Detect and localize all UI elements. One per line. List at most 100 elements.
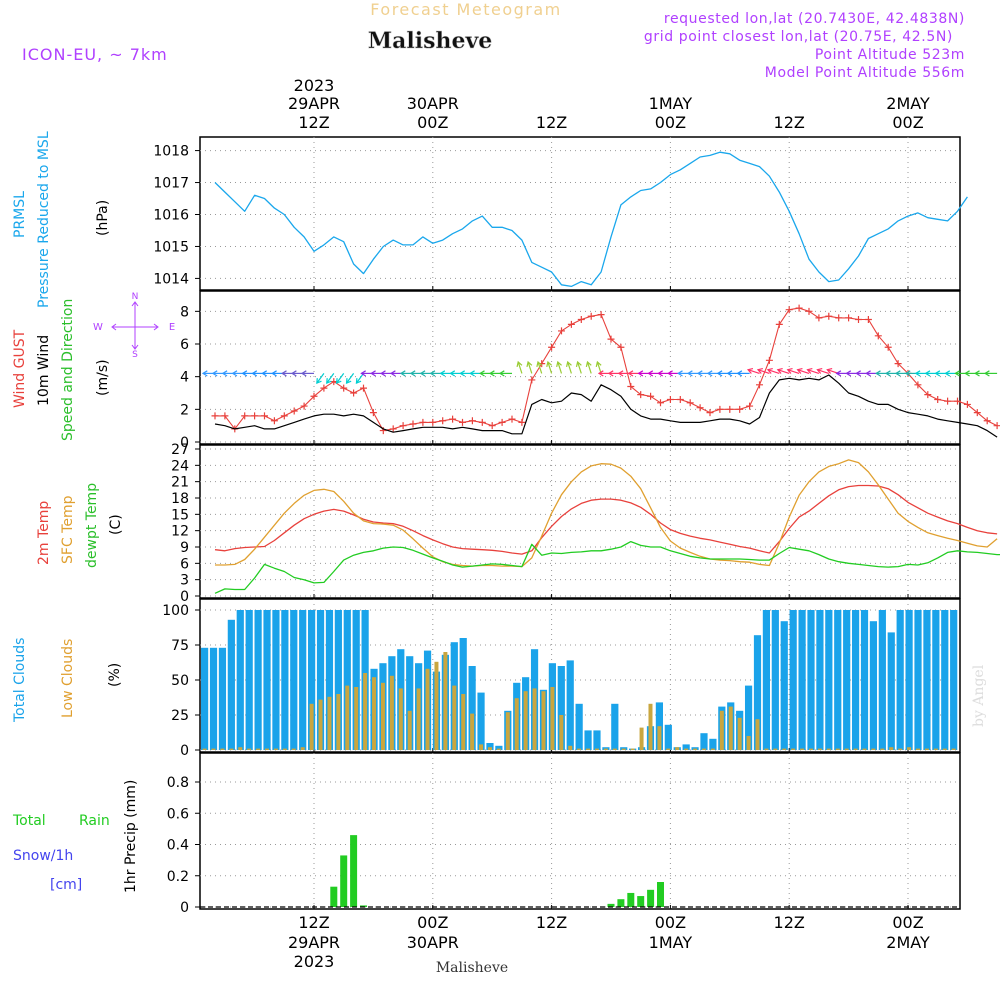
total-cloud-bar <box>343 610 351 750</box>
wind-arrow-head <box>335 378 342 385</box>
gust-marker <box>993 422 1000 430</box>
total-cloud-bar <box>486 743 494 750</box>
low-cloud-bar <box>755 719 760 750</box>
low-cloud-bar <box>345 685 350 750</box>
total-cloud-bar <box>950 610 958 750</box>
low-cloud-bar <box>916 748 921 750</box>
wind-arrow-head <box>595 360 602 367</box>
low-cloud-bar <box>550 687 555 750</box>
temp-unit: (C) <box>108 514 124 535</box>
low-cloud-bar <box>354 687 359 750</box>
wind-direction-arrow <box>527 361 533 374</box>
wind-direction-arrow <box>797 369 810 374</box>
low-cloud-bar <box>826 748 831 750</box>
total-cloud-bar <box>468 666 476 750</box>
total-cloud-bar <box>851 610 860 750</box>
wind-arrow-head <box>201 370 208 377</box>
location-title: Malisheve <box>368 28 492 54</box>
wind-arrow-head <box>546 360 553 367</box>
y-tick-label: 18 <box>171 491 189 507</box>
total-cloud-bar <box>807 610 815 750</box>
low-cloud-bar <box>817 748 822 750</box>
wind-arrow-head <box>536 360 543 367</box>
wind-arrow-head <box>290 370 297 377</box>
total-cloud-bar <box>816 610 824 750</box>
wind-direction-arrow <box>517 361 523 374</box>
total-cloud-bar <box>843 610 851 750</box>
low-cloud-bar <box>853 748 858 750</box>
low-cloud-bar <box>710 748 715 750</box>
low-cloud-bar <box>648 703 653 750</box>
gust-marker <box>657 399 664 407</box>
y-tick-label: 1014 <box>153 271 189 287</box>
gust-marker <box>468 417 476 425</box>
gust-marker <box>864 316 872 323</box>
gust-marker <box>756 381 763 389</box>
gust-marker <box>340 384 348 392</box>
wind-10m-label: 10m Wind <box>36 335 52 406</box>
total-cloud-bar <box>201 647 209 750</box>
rain-bar <box>330 886 338 907</box>
gust-marker <box>320 384 328 392</box>
wind-arrow-head <box>637 370 644 377</box>
low-cloud-bar <box>425 668 430 750</box>
bottom-axis-year: 2023 <box>294 952 335 971</box>
low-cloud-bar <box>398 688 403 750</box>
low-cloud-bar <box>363 673 368 750</box>
wind-arrow-head <box>271 370 277 377</box>
y-tick-label: 25 <box>171 708 189 724</box>
wind-direction-arrow <box>787 369 800 374</box>
wind-arrow-head <box>726 370 733 377</box>
wind-arrow-head <box>617 370 624 377</box>
gust-marker <box>419 418 427 426</box>
y-tick-label: 9 <box>180 540 189 556</box>
top-axis-hour: 00Z <box>892 113 923 132</box>
low-cloud-bar <box>514 698 519 750</box>
low-cloud-bar <box>505 712 510 750</box>
gust-marker <box>973 409 981 417</box>
wind-arrow-head <box>845 370 852 377</box>
top-axis-date: 1MAY <box>649 94 693 113</box>
low-cloud-bar <box>942 748 947 750</box>
wind-direction-arrow <box>807 369 820 374</box>
y-tick-label: 1016 <box>153 208 189 224</box>
bottom-axis-date: 2MAY <box>886 933 930 952</box>
low-cloud-bar <box>532 688 537 750</box>
y-tick-label: 0 <box>180 435 189 451</box>
total-clouds-label: Total Clouds <box>12 638 28 723</box>
gust-marker <box>765 356 773 364</box>
wind-direction-arrow <box>596 361 602 374</box>
rain-bar <box>627 892 635 907</box>
wind-arrow-head <box>419 370 426 377</box>
bottom-axis-date: 1MAY <box>649 933 693 952</box>
total-cloud-bar <box>825 610 833 750</box>
gust-marker <box>736 405 744 413</box>
gust-marker <box>795 304 803 312</box>
total-cloud-bar <box>762 610 771 750</box>
gust-marker <box>558 327 565 335</box>
top-axis-hour: 00Z <box>417 113 448 132</box>
wind-gust-label: Wind GUST <box>12 329 28 408</box>
total-cloud-bar <box>218 647 227 750</box>
total-cloud-bar <box>860 610 869 750</box>
low-cloud-bar <box>479 744 484 750</box>
wind-arrow-head <box>786 367 793 374</box>
low-cloud-bar <box>470 713 475 750</box>
watermark: by Angel <box>971 664 987 727</box>
y-tick-label: 0 <box>180 589 189 605</box>
total-cloud-bar <box>923 610 931 750</box>
low-cloud-bar <box>202 748 207 750</box>
low-cloud-bar <box>639 727 644 750</box>
low-cloud-bar <box>318 699 323 750</box>
total-cloud-bar <box>744 685 753 750</box>
cloud-labels: Total Clouds Low Clouds (%) <box>12 638 123 723</box>
gust-marker <box>963 400 971 408</box>
wind-arrow-head <box>241 370 248 377</box>
low-cloud-bar <box>684 748 689 750</box>
wind-arrow-head <box>380 370 386 377</box>
gust-marker <box>647 392 655 400</box>
y-tick-label: 0 <box>180 743 189 759</box>
y-tick-label: 21 <box>171 475 189 491</box>
